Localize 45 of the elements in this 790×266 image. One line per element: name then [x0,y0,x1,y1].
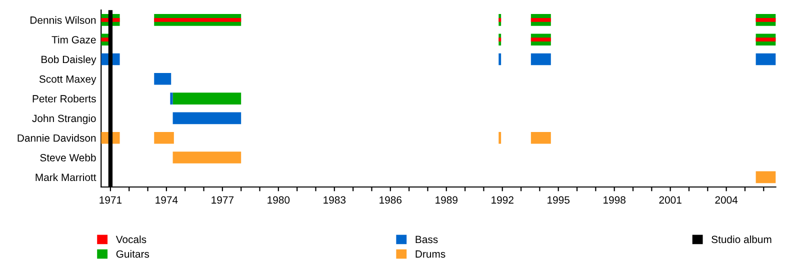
bar [154,18,242,22]
bar [154,73,172,85]
bar [498,18,502,22]
x-tick-label: 1974 [156,196,178,204]
bar [170,92,173,104]
x-tick-label: 1989 [436,196,458,204]
bar [530,132,551,144]
legend-label: Guitars [116,250,150,258]
bar [530,38,551,42]
y-tick-label: Dennis Wilson [30,16,96,24]
bar [530,18,551,22]
bar [756,38,776,42]
x-tick-label: 1986 [380,196,402,204]
bar [756,18,776,22]
legend-label: Studio album [712,235,772,244]
bar [498,53,502,66]
bar [172,112,242,124]
y-tick-label: Mark Marriott [36,173,96,182]
y-tick-label: John Strangio [32,114,96,124]
legend-label: Vocals [116,235,146,244]
x-tick-label: 1977 [212,196,234,204]
bar [530,53,551,66]
x-tick-label: 1971 [100,196,122,204]
x-tick-label: 1983 [324,196,346,204]
x-tick-label: 1998 [604,196,626,204]
y-tick-label: Tim Gaze [52,36,96,44]
x-tick-label: 1980 [268,196,290,204]
bar [498,38,502,42]
legend-label: Drums [416,250,446,258]
bar [172,92,242,104]
bar [172,152,242,164]
legend-label: Bass [416,236,438,244]
x-tick-label: 1992 [492,196,514,204]
x-tick-label: 1995 [548,196,570,204]
bar [756,171,776,184]
bar [756,53,776,66]
y-tick-label: Scott Maxey [39,75,96,85]
bar [498,132,502,144]
y-tick-label: Bob Daisley [42,55,96,66]
y-tick-label: Steve Webb [40,154,96,162]
x-tick-label: 2001 [659,196,682,204]
bar [154,132,174,144]
y-tick-label: Dannie Davidson [18,134,96,142]
x-tick-label: 2004 [715,196,738,204]
y-tick-label: Peter Roberts [32,94,96,102]
